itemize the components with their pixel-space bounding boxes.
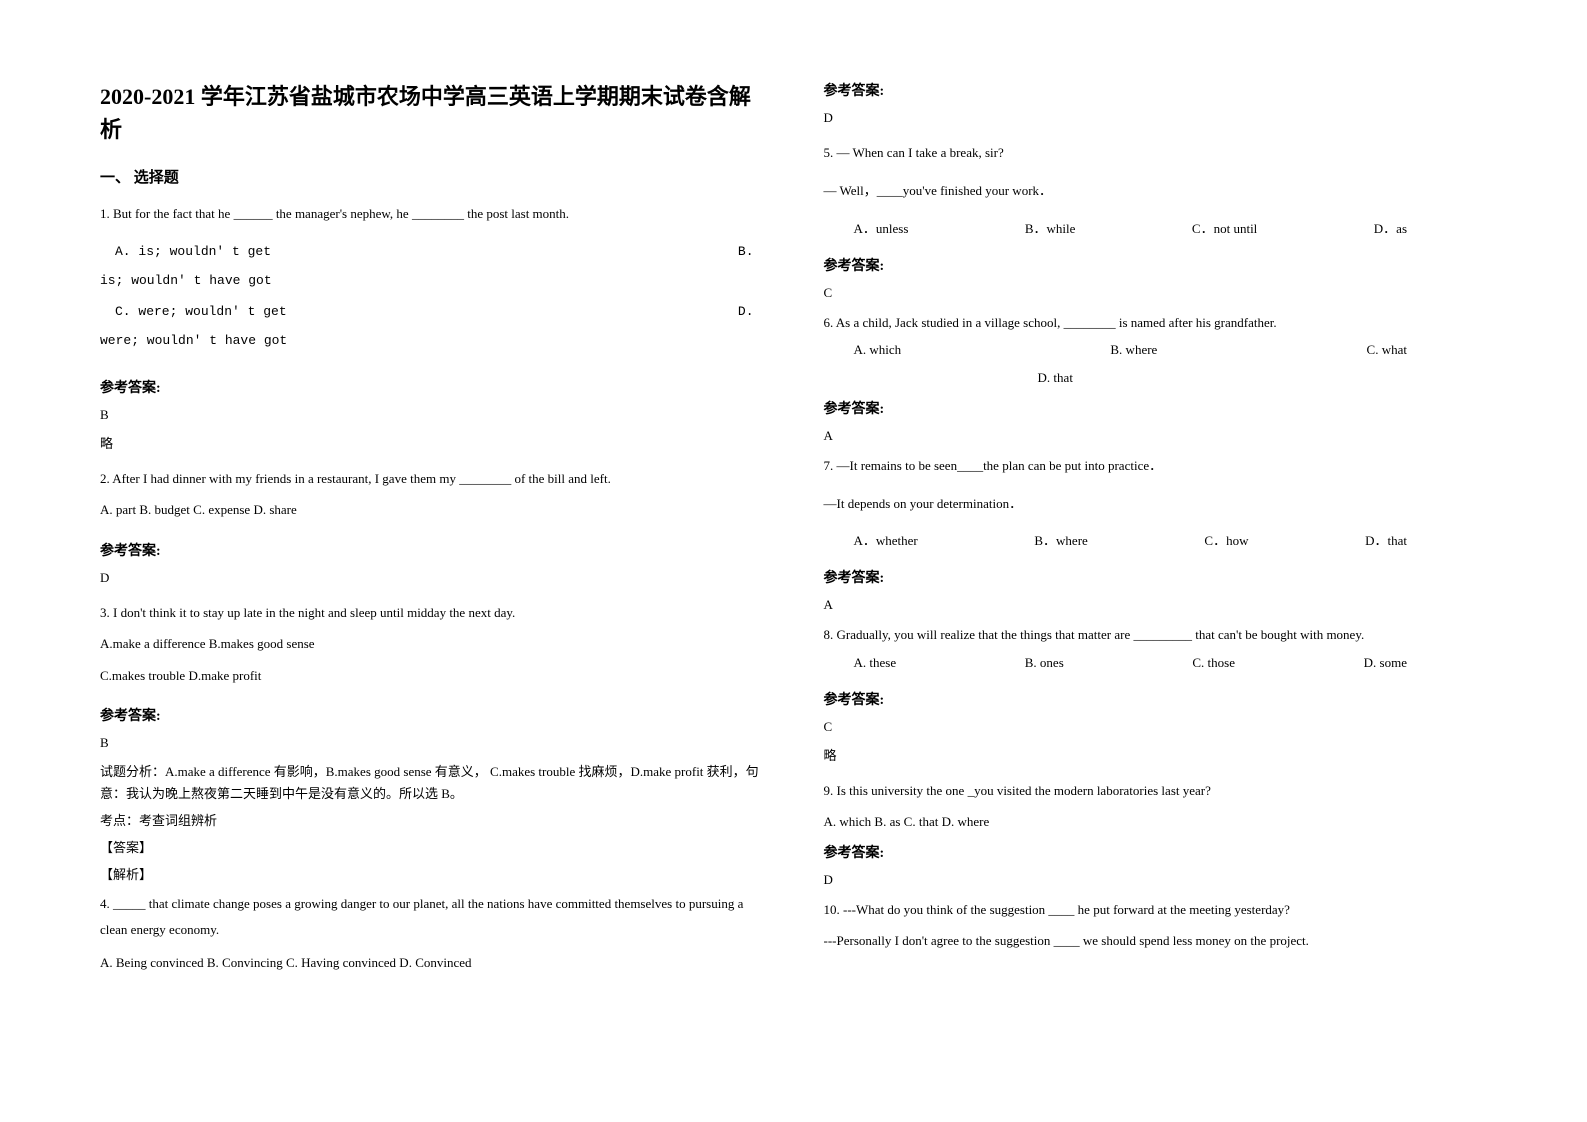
q1-answer: B [100, 407, 764, 423]
q8-note: 略 [824, 745, 1488, 764]
q1-answer-label: 参考答案: [100, 377, 764, 397]
q6-optB: B. where [1110, 342, 1157, 358]
q3-line2: A.make a difference B.makes good sense [100, 632, 764, 655]
q7-optB: B．where [1034, 530, 1087, 549]
q2-options: A. part B. budget C. expense D. share [100, 498, 764, 521]
q5-options: A．unless B．while C．not until D．as [824, 218, 1488, 237]
q8-optC: C. those [1192, 655, 1235, 671]
q7-optA: A．whether [854, 530, 918, 549]
q8-answer-label: 参考答案: [824, 689, 1488, 709]
q10-text: 10. ---What do you think of the suggesti… [824, 898, 1488, 921]
q7-answer-label: 参考答案: [824, 567, 1488, 587]
q8-optD: D. some [1364, 655, 1407, 671]
q1-options-row1: A. is; wouldn' t get B. [100, 240, 764, 263]
q9-text: 9. Is this university the one _you visit… [824, 779, 1488, 802]
q6-options-row1: A. which B. where C. what [824, 342, 1488, 358]
q1-optB: is; wouldn' t have got [100, 269, 764, 292]
q6-answer: A [824, 428, 1488, 444]
q9-answer: D [824, 872, 1488, 888]
q4-options: A. Being convinced B. Convincing C. Havi… [100, 951, 764, 974]
q10-text2: ---Personally I don't agree to the sugge… [824, 929, 1488, 952]
q5-text: 5. — When can I take a break, sir? [824, 141, 1488, 164]
q5-optA: A．unless [854, 218, 909, 237]
q3-analysis4: 【解析】 [100, 864, 764, 886]
q7-text2: —It depends on your determination． [824, 492, 1488, 515]
q5-optB: B．while [1025, 218, 1076, 237]
q2-text: 2. After I had dinner with my friends in… [100, 467, 764, 490]
q6-optA: A. which [854, 342, 902, 358]
q1-optD: were; wouldn' t have got [100, 329, 764, 352]
q6-answer-label: 参考答案: [824, 398, 1488, 418]
q5-optD: D．as [1374, 218, 1407, 237]
q9-answer-label: 参考答案: [824, 842, 1488, 862]
q3-analysis3: 【答案】 [100, 837, 764, 859]
section-header: 一、 选择题 [100, 166, 764, 187]
q1-optB-prefix: B. [434, 240, 763, 263]
q8-options: A. these B. ones C. those D. some [824, 655, 1488, 671]
q9-options: A. which B. as C. that D. where [824, 810, 1488, 833]
q1-options-row2: C. were; wouldn' t get D. [100, 300, 764, 323]
q6-text: 6. As a child, Jack studied in a village… [824, 311, 1488, 334]
q3-text: 3. I don't think it to stay up late in t… [100, 601, 764, 624]
q1-optA: A. is; wouldn' t get [100, 240, 434, 263]
q7-optD: D．that [1365, 530, 1407, 549]
q7-answer: A [824, 597, 1488, 613]
q5-answer: C [824, 285, 1488, 301]
q8-optB: B. ones [1025, 655, 1064, 671]
q7-optC: C．how [1204, 530, 1248, 549]
q1-text: 1. But for the fact that he ______ the m… [100, 202, 764, 225]
q3-line3: C.makes trouble D.make profit [100, 664, 764, 687]
q1-optD-prefix: D. [434, 300, 763, 323]
document-title: 2020-2021 学年江苏省盐城市农场中学高三英语上学期期末试卷含解析 [100, 80, 764, 146]
right-column: 参考答案: D 5. — When can I take a break, si… [824, 80, 1488, 1042]
q4-text: 4. _____ that climate change poses a gro… [100, 891, 764, 943]
q1-optC: C. were; wouldn' t get [100, 300, 434, 323]
q3-analysis1: 试题分析：A.make a difference 有影响，B.makes goo… [100, 761, 764, 805]
q4-answer-label: 参考答案: [824, 80, 1488, 100]
q1-note: 略 [100, 433, 764, 452]
q7-options: A．whether B．where C．how D．that [824, 530, 1488, 549]
q3-answer-label: 参考答案: [100, 705, 764, 725]
q2-answer-label: 参考答案: [100, 540, 764, 560]
q3-analysis2: 考点：考查词组辨析 [100, 810, 764, 832]
q5-answer-label: 参考答案: [824, 255, 1488, 275]
q5-text2: — Well，____you've finished your work． [824, 179, 1488, 202]
q8-optA: A. these [854, 655, 897, 671]
q8-text: 8. Gradually, you will realize that the … [824, 623, 1488, 646]
q2-answer: D [100, 570, 764, 586]
q7-text: 7. —It remains to be seen____the plan ca… [824, 454, 1488, 477]
q8-answer: C [824, 719, 1488, 735]
q3-answer: B [100, 735, 764, 751]
q4-answer: D [824, 110, 1488, 126]
left-column: 2020-2021 学年江苏省盐城市农场中学高三英语上学期期末试卷含解析 一、 … [100, 80, 764, 1042]
q6-optD: D. that [824, 366, 1488, 389]
q6-optC: C. what [1367, 342, 1407, 358]
q5-optC: C．not until [1192, 218, 1257, 237]
